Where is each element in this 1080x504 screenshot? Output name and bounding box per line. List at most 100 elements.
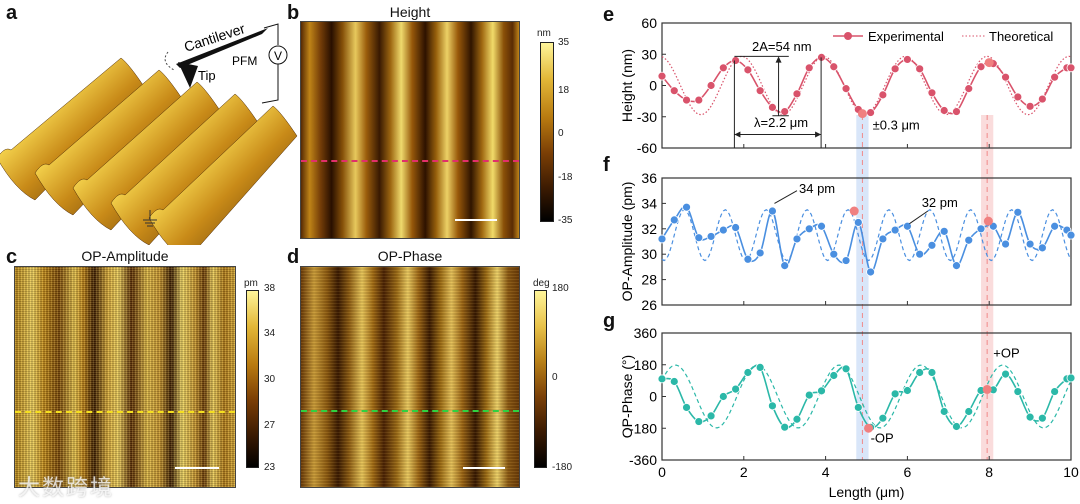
scale-bar [175, 467, 219, 469]
data-point [1001, 72, 1010, 82]
y-tick-label: 0 [649, 389, 657, 405]
colorbar-tick: 18 [558, 85, 570, 96]
data-point [927, 88, 937, 98]
ground-icon [143, 210, 157, 227]
data-point [1025, 101, 1035, 111]
data-point [755, 362, 765, 372]
highlight-point [849, 206, 859, 216]
data-point [1050, 387, 1060, 396]
data-point [706, 81, 716, 90]
height-colorbar-unit: nm [537, 28, 551, 39]
panel-label-c: c [6, 246, 18, 268]
data-point [1037, 413, 1047, 423]
data-point [964, 235, 974, 245]
peak-annotation: 32 pm [922, 195, 958, 210]
data-point [976, 224, 986, 234]
data-point [927, 240, 937, 250]
y-tick-label: 28 [641, 272, 657, 288]
data-point [804, 390, 814, 400]
y-tick-label: 360 [634, 325, 658, 341]
data-point [964, 407, 974, 416]
scale-bar [463, 467, 505, 469]
y-tick-label: 32 [641, 221, 657, 237]
data-point [792, 89, 802, 99]
colorbar-tick: 0 [552, 372, 558, 383]
y-tick-label: 30 [641, 246, 657, 262]
domain-ridges [0, 57, 298, 245]
data-point [1013, 92, 1023, 102]
highlight-point [984, 58, 994, 68]
amplitude-map-title: OP-Amplitude [81, 248, 169, 264]
domain-ridge [148, 105, 298, 245]
data-point [1050, 72, 1060, 82]
data-point [657, 234, 667, 244]
data-point [1013, 207, 1023, 217]
wavelength-annotation: λ=2.2 μm [754, 115, 808, 130]
colorbar-tick: 35 [558, 37, 570, 48]
amplitude-linecut [15, 411, 235, 413]
colorbar-tick: 30 [264, 374, 276, 385]
panel-label-d: d [287, 246, 300, 268]
data-point [768, 102, 777, 112]
x-tick-label: 2 [740, 464, 748, 480]
amplitude-colorbar-unit: pm [244, 278, 258, 289]
data-point [682, 95, 691, 105]
tip-icon [178, 62, 198, 88]
data-point [694, 233, 704, 243]
colorbar-tick: 180 [552, 283, 569, 294]
y-tick-label: 30 [641, 46, 657, 62]
data-point [706, 232, 716, 241]
data-point [780, 422, 790, 432]
data-point [731, 56, 741, 65]
panel-label-b: b [287, 2, 300, 24]
data-point [657, 374, 667, 384]
data-point [1025, 239, 1035, 249]
colorbar-tick: 23 [264, 462, 276, 473]
data-point [1013, 387, 1023, 396]
data-point [817, 386, 826, 396]
y-tick-label: -180 [629, 420, 657, 436]
data-point [915, 249, 925, 259]
data-point [669, 377, 679, 386]
annotation-arrow [909, 210, 929, 225]
data-point [964, 84, 974, 94]
data-point [706, 411, 716, 421]
colorbar-tick: -18 [558, 172, 573, 183]
data-point [939, 407, 949, 416]
legend-marker [844, 32, 852, 40]
data-point [804, 224, 814, 234]
panel-label-e: e [603, 4, 615, 26]
peak-annotation: 34 pm [799, 181, 835, 196]
y-axis-label: Height (nm) [619, 49, 635, 122]
panel-label-g: g [603, 310, 616, 332]
x-tick-label: 10 [1063, 464, 1079, 480]
data-point [718, 392, 728, 401]
data-point [1050, 221, 1060, 231]
cantilever-icon [176, 28, 268, 68]
data-point [903, 55, 912, 64]
colorbar-tick: -180 [552, 462, 573, 473]
data-point [939, 106, 949, 115]
x-tick-label: 6 [904, 464, 912, 480]
y-tick-label: 26 [641, 297, 657, 313]
chart-f: 36 34 32 30 28 26 OP-Amplitude (pm) 34 pm 32 pm [619, 170, 1076, 313]
y-tick-label: 36 [641, 170, 657, 186]
data-point [952, 107, 961, 116]
data-point [952, 422, 961, 431]
colorbar-tick: -35 [558, 215, 573, 226]
highlight-point [864, 423, 874, 433]
data-point [743, 65, 753, 75]
data-point [841, 364, 851, 374]
data-point [1001, 369, 1010, 379]
y-tick-label: -360 [629, 452, 657, 468]
negative-op-annotation: -OP [871, 430, 894, 445]
amplitude-colorbar [246, 290, 259, 468]
data-point [939, 226, 949, 236]
data-point [890, 64, 900, 74]
domain-ridge [72, 81, 222, 231]
domain-ridge [0, 57, 146, 201]
arrow-head-icon [734, 131, 741, 138]
data-point [731, 223, 741, 232]
data-point [755, 248, 765, 258]
data-point [669, 86, 679, 96]
